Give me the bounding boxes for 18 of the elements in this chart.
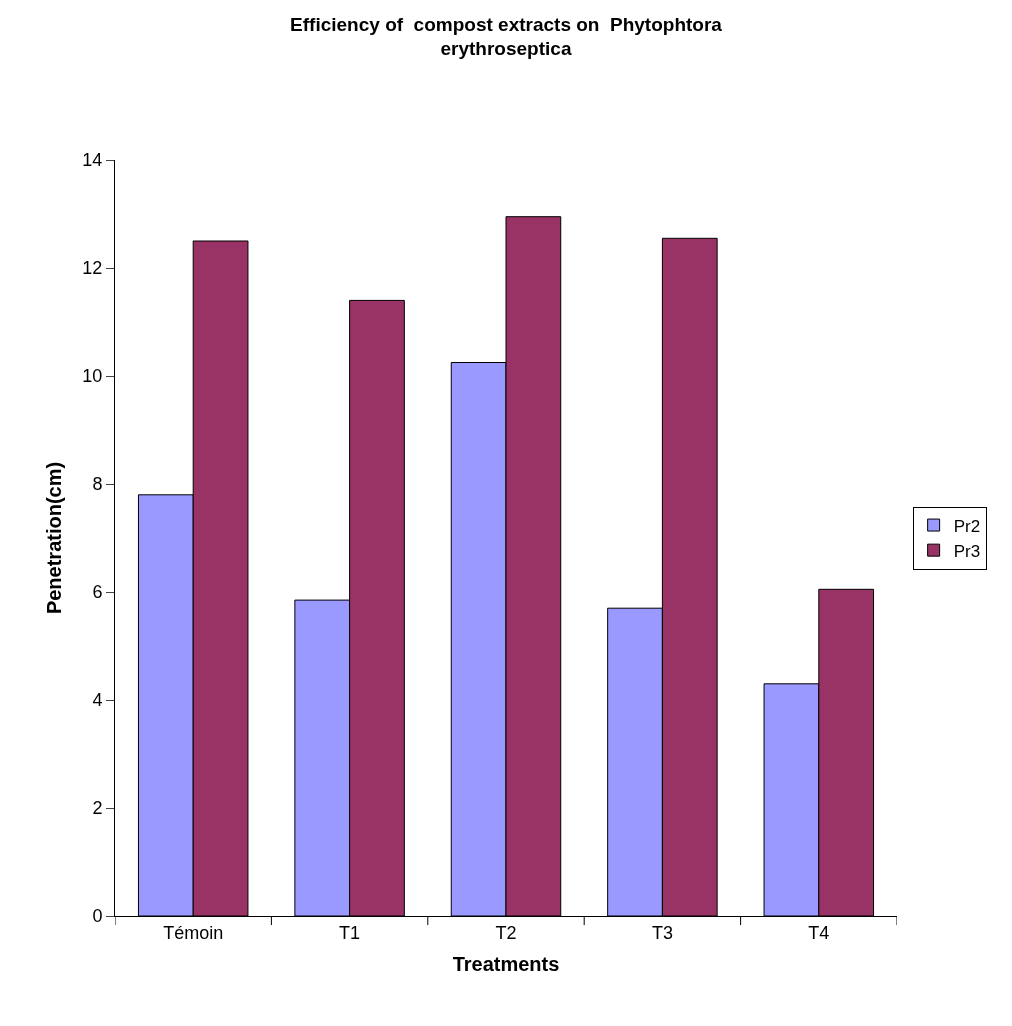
x-tick-label: T3	[651, 922, 673, 943]
x-tick-label: Témoin	[163, 922, 224, 943]
x-tick-label: T1	[339, 922, 361, 943]
y-tick-label: 14	[82, 150, 103, 171]
y-tick-label: 4	[92, 690, 103, 711]
legend-label: Pr2	[953, 516, 981, 536]
y-tick-label: 2	[92, 798, 103, 819]
y-tick-label: 0	[92, 906, 103, 927]
chart-title: Efficiency of compost extracts on Phytophtora erythroseptica	[290, 13, 723, 60]
y-tick-label: 8	[92, 474, 103, 495]
legend-label: Pr3	[953, 541, 981, 561]
x-axis-title: Treatments	[452, 953, 560, 976]
y-tick-label: 6	[92, 582, 103, 603]
x-tick-label: T2	[495, 922, 517, 943]
y-axis-title: Penetration(cm)	[42, 461, 65, 615]
y-tick-label: 12	[82, 258, 103, 279]
y-tick-label: 10	[82, 366, 103, 387]
x-tick-label: T4	[808, 922, 830, 943]
